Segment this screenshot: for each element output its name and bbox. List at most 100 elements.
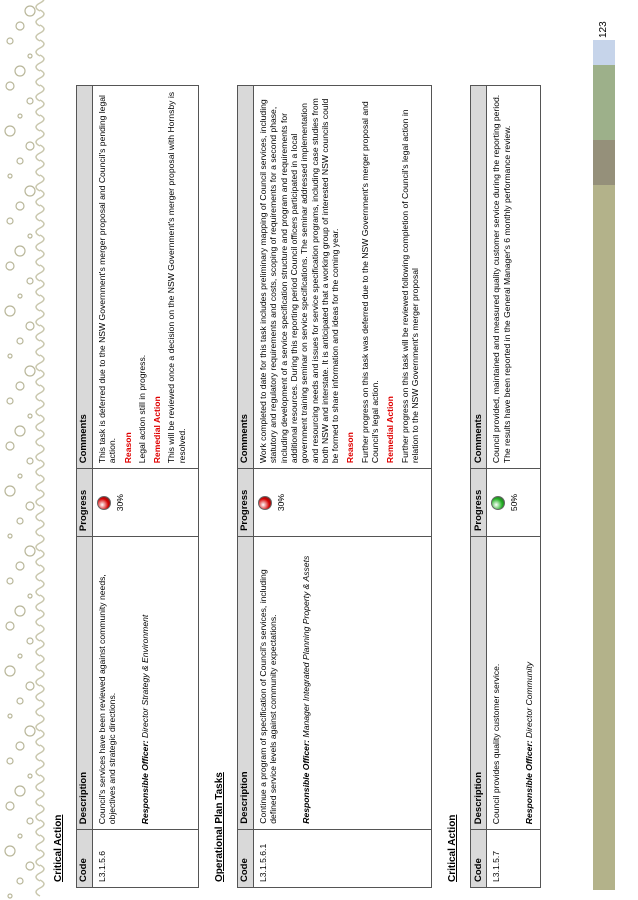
column-header: Progress xyxy=(237,468,254,537)
pattern-wave xyxy=(35,99,45,117)
comment-heading: Remedial Action xyxy=(385,396,396,464)
pattern-dot xyxy=(27,413,33,419)
pattern-wave xyxy=(35,174,45,192)
task-row: L3.1.5.6.1 Continue a program of specific… xyxy=(253,85,432,888)
column-header: Description xyxy=(237,536,254,830)
pattern-dot xyxy=(24,725,36,737)
pattern-dot xyxy=(7,353,13,359)
column-header: Comments xyxy=(470,85,487,469)
description: Council provides quality customer servic… xyxy=(491,663,502,825)
pattern-dot xyxy=(4,125,16,137)
pattern-dot xyxy=(14,245,26,257)
pattern-dot xyxy=(26,97,34,105)
pattern-dot xyxy=(27,53,33,59)
bar-green xyxy=(593,65,615,140)
pattern-dot xyxy=(25,861,35,871)
header-row: Code Description Progress Comments xyxy=(470,85,487,888)
comment-heading: Reason xyxy=(345,432,356,464)
comment-text: This will be reviewed once a decision on… xyxy=(166,91,187,464)
pattern-wave xyxy=(35,0,45,12)
pattern-wave xyxy=(35,819,45,837)
side-bar xyxy=(593,40,615,890)
task-row: L3.1.5.7 Council provides quality custome… xyxy=(486,85,541,888)
pattern-dot xyxy=(27,593,33,599)
pattern-wave xyxy=(35,84,45,102)
pattern-dot xyxy=(25,501,35,511)
comments-cell: Council provided, maintained and measure… xyxy=(486,85,541,469)
pattern-dot xyxy=(4,665,16,677)
pattern-wave xyxy=(35,804,45,822)
progress-cell: 30% xyxy=(92,468,199,537)
comment-text: Legal action still in progress. xyxy=(136,354,147,464)
code: L3.1.5.6.1 xyxy=(253,829,432,888)
pattern-dot xyxy=(15,21,25,31)
column-header: Description xyxy=(76,536,93,830)
pattern-dot xyxy=(26,457,34,465)
pattern-wave xyxy=(35,654,45,672)
progress-cell: 30% xyxy=(253,468,432,537)
pattern-dot xyxy=(14,605,26,617)
section-heading: Critical Action xyxy=(53,814,64,882)
pattern-dot xyxy=(17,293,23,299)
pattern-dot xyxy=(15,561,25,571)
pattern-dot xyxy=(27,773,33,779)
pattern-dot xyxy=(5,621,15,631)
pattern-wave xyxy=(35,414,45,432)
officer-name: Director Strategy & Environment xyxy=(139,614,150,738)
comment-text: Work completed to date for this task inc… xyxy=(258,98,341,464)
progress-cell: 50% xyxy=(486,468,541,537)
description: Council's services have been reviewed ag… xyxy=(97,574,118,825)
pattern-wave xyxy=(35,624,45,642)
pattern-dot xyxy=(14,425,26,437)
pattern-dot xyxy=(27,233,33,239)
officer-line: Responsible Officer: Manager Integrated … xyxy=(301,542,311,824)
pattern-dot xyxy=(26,277,34,285)
pattern-dot xyxy=(16,517,24,525)
pattern-wave xyxy=(35,879,45,897)
pattern-wave xyxy=(35,834,45,852)
column-header: Comments xyxy=(237,85,254,469)
column-header: Comments xyxy=(76,85,93,469)
pattern-wave xyxy=(35,549,45,567)
pattern-wave xyxy=(35,129,45,147)
bar-blue xyxy=(593,40,615,65)
pattern-wave xyxy=(35,369,45,387)
pattern-wave xyxy=(35,234,45,252)
pattern-wave xyxy=(35,639,45,657)
pattern-dot xyxy=(7,173,13,179)
description-cell: Council's services have been reviewed ag… xyxy=(92,536,199,830)
pattern-wave xyxy=(35,384,45,402)
pattern-dot xyxy=(17,833,23,839)
pattern-wave xyxy=(35,249,45,267)
pattern-wave xyxy=(35,729,45,747)
column-header: Code xyxy=(237,829,254,888)
pattern-wave xyxy=(35,9,45,27)
pattern-wave xyxy=(35,504,45,522)
status-indicator xyxy=(491,495,506,510)
column-header: Progress xyxy=(76,468,93,537)
pattern-wave xyxy=(35,789,45,807)
pattern-wave xyxy=(35,39,45,57)
pattern-wave xyxy=(35,489,45,507)
column-header: Description xyxy=(470,536,487,830)
pattern-dot xyxy=(5,441,15,451)
pattern-wave xyxy=(35,684,45,702)
progress: 50% xyxy=(509,493,520,512)
comment-text: Further progress on this task will be re… xyxy=(399,109,420,464)
code: L3.1.5.7 xyxy=(486,829,541,888)
officer-line: Responsible Officer: Director Strategy &… xyxy=(139,542,150,825)
pattern-dot xyxy=(15,741,25,751)
officer-label: Responsible Officer: xyxy=(300,739,311,824)
pattern-wave xyxy=(35,669,45,687)
pattern-dot xyxy=(26,637,34,645)
column-header: Code xyxy=(76,829,93,888)
pattern-dot xyxy=(25,681,35,691)
pattern-wave xyxy=(35,54,45,72)
pattern-wave xyxy=(35,24,45,42)
comment-text: Further progress on this task was deferr… xyxy=(359,101,381,464)
comment-heading: Reason xyxy=(122,432,133,464)
header-row: Code Description Progress Comments xyxy=(237,85,254,888)
pattern-dot xyxy=(16,337,24,345)
status-indicator xyxy=(258,495,273,510)
section-heading: Critical Action xyxy=(447,814,459,882)
